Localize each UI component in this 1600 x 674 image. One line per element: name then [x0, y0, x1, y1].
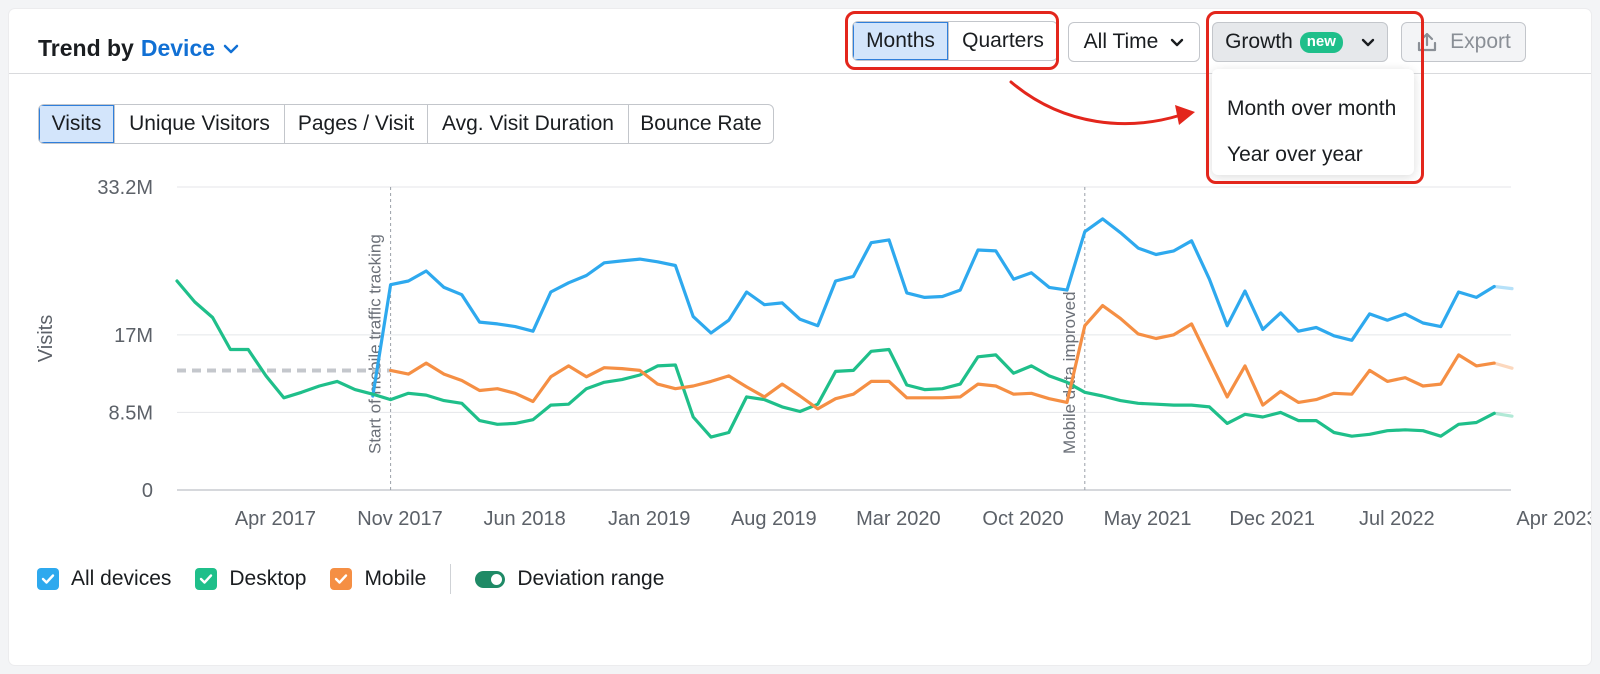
checkbox-desktop[interactable]	[195, 568, 218, 590]
growth-menu: Month over month Year over year	[1212, 69, 1414, 175]
growth-dropdown[interactable]: Growth new	[1212, 22, 1388, 62]
header-divider	[9, 73, 1591, 74]
chevron-down-icon	[1171, 38, 1184, 46]
deviation-range-label: Deviation range	[517, 567, 665, 590]
chevron-down-icon	[1361, 38, 1375, 46]
y-tick-label: 8.5M	[109, 402, 153, 424]
toggle-switch[interactable]	[475, 570, 506, 588]
tab-months-label: Months	[866, 29, 935, 52]
export-label: Export	[1450, 30, 1511, 53]
trend-card: Trend by Device Months Quarters All Time…	[9, 9, 1591, 665]
legend-mobile[interactable]: Mobile	[330, 567, 426, 591]
legend-divider	[450, 564, 452, 594]
period-tabs: Months Quarters	[852, 21, 1058, 61]
x-tick-label: Oct 2020	[982, 508, 1063, 530]
chevron-down-icon	[223, 44, 239, 53]
legend-label-all-devices: All devices	[71, 567, 172, 590]
x-tick-label: Jun 2018	[483, 508, 565, 530]
x-tick-label: Apr 2023	[1516, 508, 1591, 530]
deviation-range-toggle[interactable]: Deviation range	[475, 567, 664, 591]
annotation-label: Start of mobile traffic tracking	[366, 234, 385, 454]
tab-visits[interactable]: Visits	[39, 105, 115, 143]
visits-line-chart: 0 8.5M 17M 33.2M Visits Apr 2017 Nov 2017 Jun 2…	[35, 177, 1591, 530]
menu-item-year-over-year[interactable]: Year over year	[1227, 143, 1363, 166]
legend-label-desktop: Desktop	[229, 567, 307, 590]
time-range-dropdown[interactable]: All Time	[1068, 22, 1200, 62]
new-badge: new	[1299, 31, 1343, 53]
tab-bounce-rate[interactable]: Bounce Rate	[629, 105, 773, 143]
y-tick-label: 33.2M	[97, 177, 153, 199]
x-tick-label: Jan 2019	[608, 508, 690, 530]
check-icon	[41, 574, 55, 584]
legend-label-mobile: Mobile	[364, 567, 427, 590]
legend-desktop[interactable]: Desktop	[195, 567, 306, 591]
title-prefix: Trend by	[38, 35, 134, 61]
checkbox-all-devices[interactable]	[37, 568, 59, 590]
series-line-mobile	[389, 304, 1496, 411]
widget-title: Trend by Device	[38, 35, 239, 62]
tab-avg-visit-duration-label: Avg. Visit Duration	[442, 112, 614, 135]
dimension-label: Device	[140, 35, 216, 61]
tab-avg-visit-duration[interactable]: Avg. Visit Duration	[428, 105, 629, 143]
x-tick-label: Nov 2017	[357, 508, 443, 530]
tab-unique-visitors[interactable]: Unique Visitors	[115, 105, 285, 143]
legend-all-devices[interactable]: All devices	[37, 567, 171, 591]
x-tick-label: Mar 2020	[856, 508, 941, 530]
tab-pages-visit[interactable]: Pages / Visit	[285, 105, 428, 143]
series-line-desktop	[175, 279, 1496, 439]
y-axis-label: Visits	[35, 315, 57, 362]
y-tick-label: 0	[142, 480, 153, 502]
x-tick-label: Dec 2021	[1229, 508, 1315, 530]
growth-label: Growth	[1225, 30, 1293, 53]
x-tick-label: May 2021	[1104, 508, 1192, 530]
annotation-label: Mobile data improved	[1060, 291, 1079, 454]
tab-quarters-label: Quarters	[962, 29, 1044, 52]
metric-tabs: Visits Unique Visitors Pages / Visit Avg…	[38, 104, 774, 144]
tab-unique-visitors-label: Unique Visitors	[129, 112, 270, 135]
check-icon	[335, 574, 348, 584]
tab-months[interactable]: Months	[853, 22, 949, 60]
series-projection-tail	[1492, 284, 1514, 291]
tab-pages-visit-label: Pages / Visit	[297, 112, 415, 135]
x-tick-label: Apr 2017	[235, 508, 316, 530]
menu-item-month-over-month[interactable]: Month over month	[1227, 97, 1397, 120]
tab-visits-label: Visits	[51, 112, 102, 135]
checkbox-mobile[interactable]	[330, 568, 353, 590]
x-tick-label: Aug 2019	[731, 508, 817, 530]
chart-legend: All devices Desktop Mobile Deviation ran…	[37, 564, 688, 594]
y-tick-label: 17M	[114, 325, 153, 347]
series-projection-tail	[1492, 361, 1514, 370]
tab-bounce-rate-label: Bounce Rate	[640, 112, 762, 135]
time-range-label: All Time	[1083, 30, 1159, 53]
check-icon	[200, 574, 213, 584]
x-tick-label: Jul 2022	[1359, 508, 1435, 530]
series-line-all-devices	[371, 217, 1496, 398]
device-dimension-dropdown[interactable]: Device	[141, 35, 239, 62]
tab-quarters[interactable]: Quarters	[949, 22, 1057, 60]
series-projection-tail	[1492, 411, 1514, 418]
annotation-arrow-icon	[1009, 80, 1195, 126]
